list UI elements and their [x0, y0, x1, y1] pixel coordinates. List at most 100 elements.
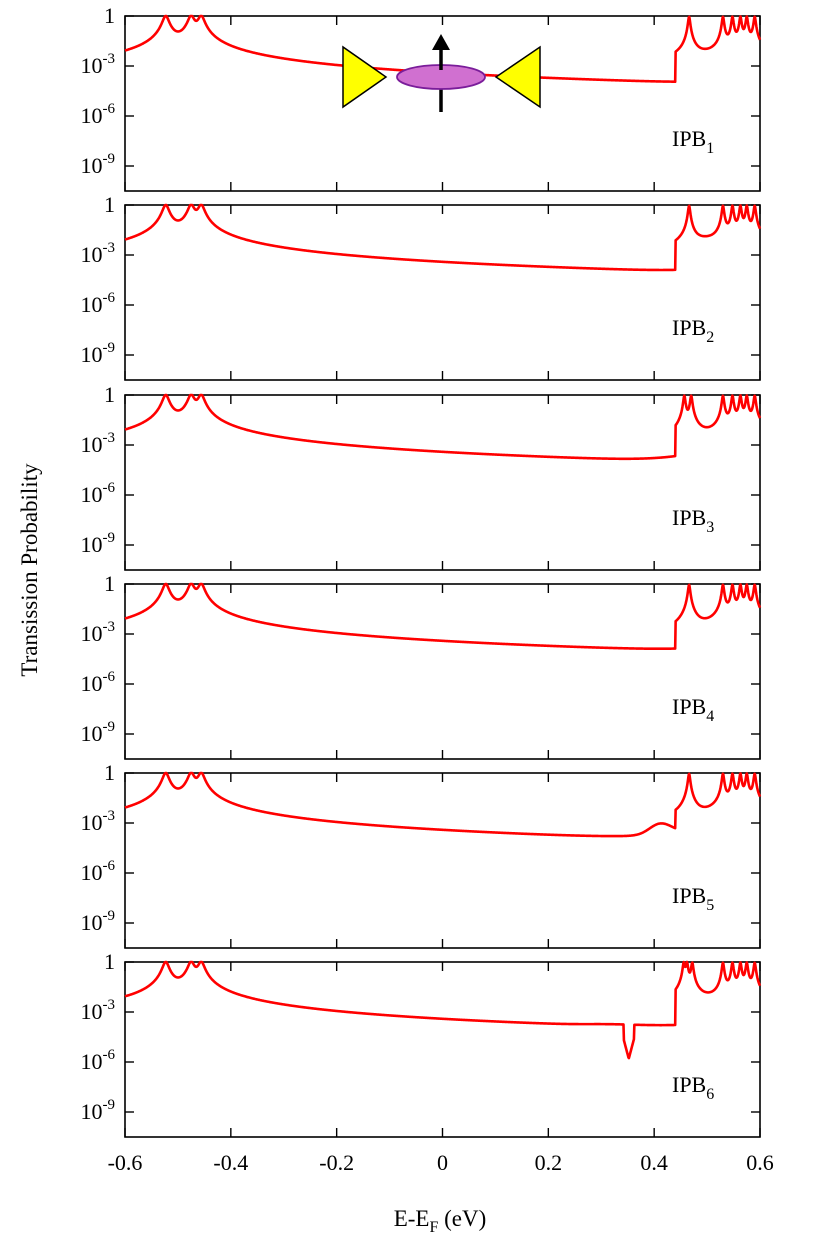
panel-label-sub: 1 — [706, 140, 714, 157]
y-tick-base: 10 — [81, 810, 103, 835]
panel-label-main: IPB — [672, 126, 706, 151]
y-tick-exp: -3 — [103, 808, 116, 824]
panel-frame — [124, 394, 761, 571]
y-tick-label: 1 — [104, 192, 115, 217]
panel-label-sub: 6 — [706, 1086, 714, 1103]
y-tick-label: 10-6 — [81, 669, 116, 696]
y-tick-exp: -9 — [103, 530, 116, 546]
y-tick-label: 10-9 — [81, 719, 116, 746]
transmission-curve-ipb3 — [124, 393, 762, 461]
panel-label-sub: 2 — [706, 329, 714, 346]
y-tick-label: 1 — [104, 571, 115, 596]
magnetic-moment-arrow-head — [432, 34, 450, 50]
y-tick-base: 10 — [81, 432, 103, 457]
y-tick-exp: -3 — [103, 240, 116, 256]
y-tick-label: 10-3 — [81, 240, 116, 267]
y-tick-base: 10 — [81, 242, 103, 267]
y-tick-label: 1 — [104, 949, 115, 974]
panel-label-sub: 5 — [706, 897, 714, 914]
x-tick-label: -0.4 — [213, 1150, 248, 1175]
y-tick-base: 10 — [81, 1049, 103, 1074]
y-tick-exp: -9 — [103, 151, 116, 167]
panel-frame — [124, 961, 761, 1138]
y-tick-base: 10 — [81, 910, 103, 935]
y-tick-label: 10-3 — [81, 619, 116, 646]
panel-frame — [124, 772, 761, 949]
x-tick-label: 0.2 — [535, 1150, 563, 1175]
y-tick-exp: -6 — [103, 290, 116, 306]
y-tick-exp: -6 — [103, 669, 116, 685]
panel-label-main: IPB — [672, 315, 706, 340]
y-tick-label: 1 — [104, 3, 115, 28]
y-tick-base: 10 — [81, 671, 103, 696]
x-tick-label: 0.4 — [640, 1150, 668, 1175]
y-axis-label: Transission Probability — [17, 463, 42, 677]
x-axis: -0.6 -0.4 -0.2 0 0.2 0.4 0.6 — [108, 1150, 774, 1175]
panel-label-sub: 3 — [706, 519, 714, 536]
molecule-junction-inset — [342, 34, 541, 112]
panel-label-main: IPB — [672, 1072, 706, 1097]
transmission-curve-ipb5 — [124, 771, 762, 838]
panel-frame — [124, 204, 761, 381]
y-tick-base: 10 — [81, 292, 103, 317]
left-electrode-tip — [342, 45, 388, 109]
y-tick-label: 1 — [104, 382, 115, 407]
transmission-curve-ipb2 — [124, 203, 762, 272]
panel-label: IPB1 — [672, 126, 714, 157]
y-tick-base: 10 — [81, 53, 103, 78]
y-tick-base: 10 — [81, 482, 103, 507]
y-tick-base: 10 — [81, 342, 103, 367]
y-tick-exp: -6 — [103, 480, 116, 496]
y-tick-exp: -9 — [103, 908, 116, 924]
y-tick-base: 10 — [81, 721, 103, 746]
y-tick-label: 10-9 — [81, 151, 116, 178]
y-tick-label: 10-3 — [81, 430, 116, 457]
panel-label-main: IPB — [672, 694, 706, 719]
y-tick-label: 10-9 — [81, 1097, 116, 1124]
panel-label-main: IPB — [672, 883, 706, 908]
panel-frame — [124, 583, 761, 760]
y-tick-base: 10 — [81, 999, 103, 1024]
y-tick-base: 10 — [81, 1099, 103, 1124]
transmission-curve-ipb4 — [124, 582, 762, 651]
y-tick-label: 1 — [104, 760, 115, 785]
chart-panels: 110-310-610-9IPB1110-310-610-9IPB2110-31… — [81, 3, 762, 1138]
y-tick-label: 10-3 — [81, 51, 116, 78]
y-tick-exp: -9 — [103, 719, 116, 735]
panel-label: IPB6 — [672, 1072, 714, 1103]
transmission-curve-ipb6 — [124, 960, 762, 1060]
y-tick-exp: -3 — [103, 997, 116, 1013]
y-tick-exp: -6 — [103, 1047, 116, 1063]
y-tick-base: 10 — [81, 621, 103, 646]
y-tick-label: 10-9 — [81, 340, 116, 367]
x-tick-label: -0.2 — [319, 1150, 354, 1175]
y-tick-exp: -9 — [103, 340, 116, 356]
panel-label-main: IPB — [672, 505, 706, 530]
x-tick-label: 0.6 — [746, 1150, 774, 1175]
y-tick-base: 10 — [81, 532, 103, 557]
y-tick-exp: -9 — [103, 1097, 116, 1113]
panel-label: IPB2 — [672, 315, 714, 346]
y-tick-base: 10 — [81, 103, 103, 128]
panel-label: IPB4 — [672, 694, 714, 725]
y-tick-exp: -3 — [103, 51, 116, 67]
y-tick-label: 10-3 — [81, 997, 116, 1024]
y-tick-exp: -6 — [103, 858, 116, 874]
y-tick-exp: -3 — [103, 430, 116, 446]
y-tick-label: 10-6 — [81, 290, 116, 317]
y-tick-exp: -6 — [103, 101, 116, 117]
x-axis-label-sub: F — [429, 1219, 438, 1236]
y-tick-label: 10-3 — [81, 808, 116, 835]
x-tick-label: -0.6 — [108, 1150, 143, 1175]
right-electrode-tip — [494, 45, 541, 109]
panel-label: IPB3 — [672, 505, 714, 536]
x-axis-label: E-EF (eV) — [394, 1206, 487, 1236]
y-tick-label: 10-9 — [81, 530, 116, 557]
